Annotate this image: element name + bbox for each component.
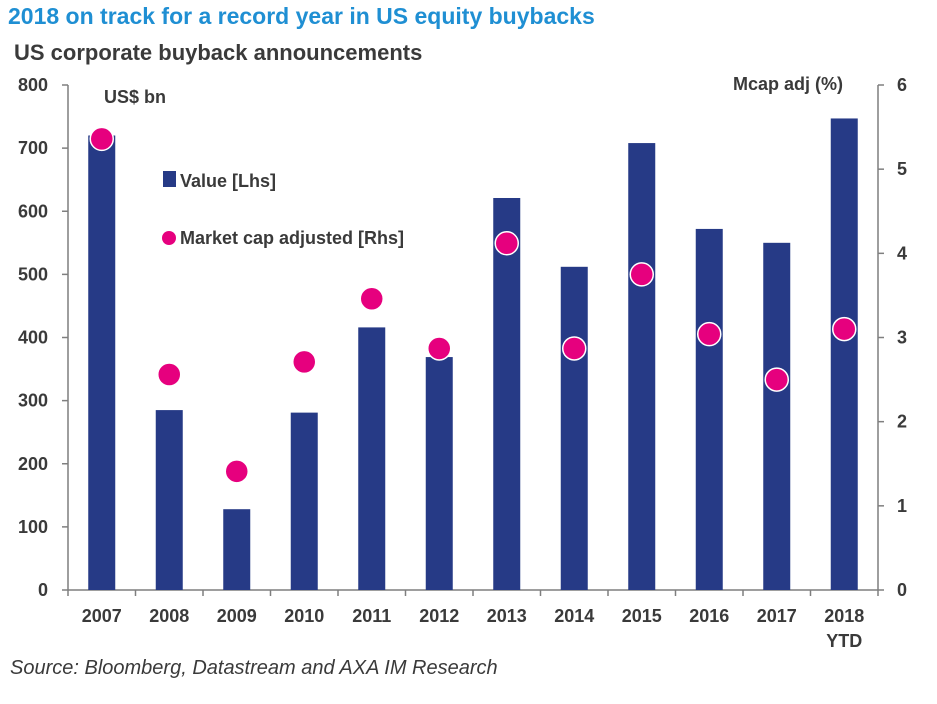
bars-group <box>88 118 858 591</box>
bar-2013 <box>493 197 521 590</box>
dot-2011 <box>359 286 384 312</box>
x-tick-label: 2017 <box>757 606 797 626</box>
x-tick-label: 2018 <box>824 606 864 626</box>
dot-2016 <box>697 321 722 347</box>
x-tick-label: 2013 <box>487 606 527 626</box>
left-tick-label: 200 <box>18 454 48 474</box>
x-tick-label: 2016 <box>689 606 729 626</box>
left-tick-label: 600 <box>18 201 48 221</box>
dot-2017 <box>764 367 789 392</box>
bar-2018 <box>830 118 858 591</box>
bar-2017 <box>763 242 791 590</box>
bar-2008 <box>155 410 183 590</box>
right-tick-label: 2 <box>897 412 907 432</box>
right-tick-label: 1 <box>897 496 907 516</box>
dot-2010 <box>292 349 317 375</box>
legend-label-mcap: Market cap adjusted [Rhs] <box>180 228 404 248</box>
left-tick-label: 100 <box>18 517 48 537</box>
legend-label-value: Value [Lhs] <box>180 171 276 191</box>
right-axis-label: Mcap adj (%) <box>733 74 843 94</box>
legend-dot-swatch <box>162 231 176 245</box>
chart-source: Source: Bloomberg, Datastream and AXA IM… <box>10 657 498 679</box>
legend: Value [Lhs] Market cap adjusted [Rhs] <box>162 171 404 248</box>
dot-2008 <box>157 362 182 387</box>
x-tick-label: 2009 <box>217 606 257 626</box>
left-tick-label: 700 <box>18 138 48 158</box>
bar-2009 <box>223 509 251 590</box>
x-tick-label: 2014 <box>554 606 594 626</box>
right-tick-label: 3 <box>897 328 907 348</box>
x-tick-label: 2007 <box>82 606 122 626</box>
dot-2007 <box>89 126 114 152</box>
left-tick-label: 0 <box>38 580 48 600</box>
right-tick-label: 4 <box>897 243 907 263</box>
bar-2016 <box>695 228 723 591</box>
left-tick-label: 500 <box>18 264 48 284</box>
right-tick-label: 6 <box>897 75 907 95</box>
bar-2010 <box>290 412 318 590</box>
dot-2014 <box>562 336 587 361</box>
x-tick-label: 2008 <box>149 606 189 626</box>
dot-2015 <box>629 262 654 287</box>
bar-2007 <box>88 135 116 590</box>
dot-2013 <box>494 230 519 256</box>
x-tick-label: 2015 <box>622 606 662 626</box>
dot-2018 <box>832 316 857 342</box>
left-tick-label: 300 <box>18 391 48 411</box>
left-tick-label: 800 <box>18 75 48 95</box>
bar-2015 <box>628 143 656 590</box>
left-tick-label: 400 <box>18 328 48 348</box>
dot-2012 <box>427 336 452 361</box>
bar-2014 <box>560 266 588 590</box>
x-tick-label: 2012 <box>419 606 459 626</box>
dots-group <box>89 126 857 484</box>
left-axis-label: US$ bn <box>104 87 166 107</box>
x-tick-label: 2011 <box>352 606 391 626</box>
x-tick-label: 2010 <box>284 606 324 626</box>
right-tick-label: 0 <box>897 580 907 600</box>
dot-2009 <box>224 459 249 484</box>
legend-bar-swatch <box>163 171 176 187</box>
bar-2012 <box>425 357 453 590</box>
x-tick-sublabel: YTD <box>826 631 862 651</box>
chart-title: 2018 on track for a record year in US eq… <box>8 3 595 29</box>
chart-subtitle: US corporate buyback announcements <box>14 40 423 65</box>
right-tick-label: 5 <box>897 159 907 179</box>
axes-group: 0 100 200 300 400 500 600 700 800 0 1 2 3 4 5 6 2007 2008… <box>18 74 907 651</box>
bar-2011 <box>358 327 386 590</box>
